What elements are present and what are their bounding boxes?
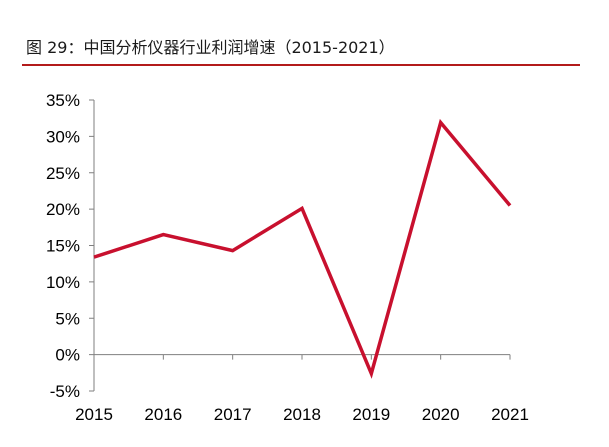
y-tick-label: 25% — [46, 164, 80, 183]
caption-rule — [22, 64, 580, 66]
y-tick-label: 10% — [46, 273, 80, 292]
y-axis: -5% 0% 5% 10% 15% 20% 25% 30% 35% — [46, 91, 95, 401]
x-tick-label: 2018 — [283, 405, 321, 424]
x-tick-label: 2020 — [422, 405, 460, 424]
figure-caption: 图 29：中国分析仪器行业利润增速（2015-2021） — [26, 38, 395, 57]
y-tick-label: 35% — [46, 91, 80, 110]
x-axis: 2015 2016 2017 2018 2019 2020 2021 — [75, 354, 529, 424]
y-tick-label: 0% — [55, 346, 80, 365]
x-tick-label: 2021 — [491, 405, 529, 424]
x-tick-label: 2015 — [75, 405, 113, 424]
y-tick-label: 15% — [46, 237, 80, 256]
x-tick-label: 2019 — [352, 405, 390, 424]
series-line — [93, 118, 512, 379]
y-tick-label: 5% — [55, 309, 80, 328]
y-tick-label: 20% — [46, 200, 80, 219]
series-layer — [93, 118, 512, 379]
x-tick-label: 2017 — [214, 405, 252, 424]
y-tick-label: 30% — [46, 127, 80, 146]
x-tick-label: 2016 — [144, 405, 182, 424]
y-tick-label: -5% — [50, 382, 80, 401]
